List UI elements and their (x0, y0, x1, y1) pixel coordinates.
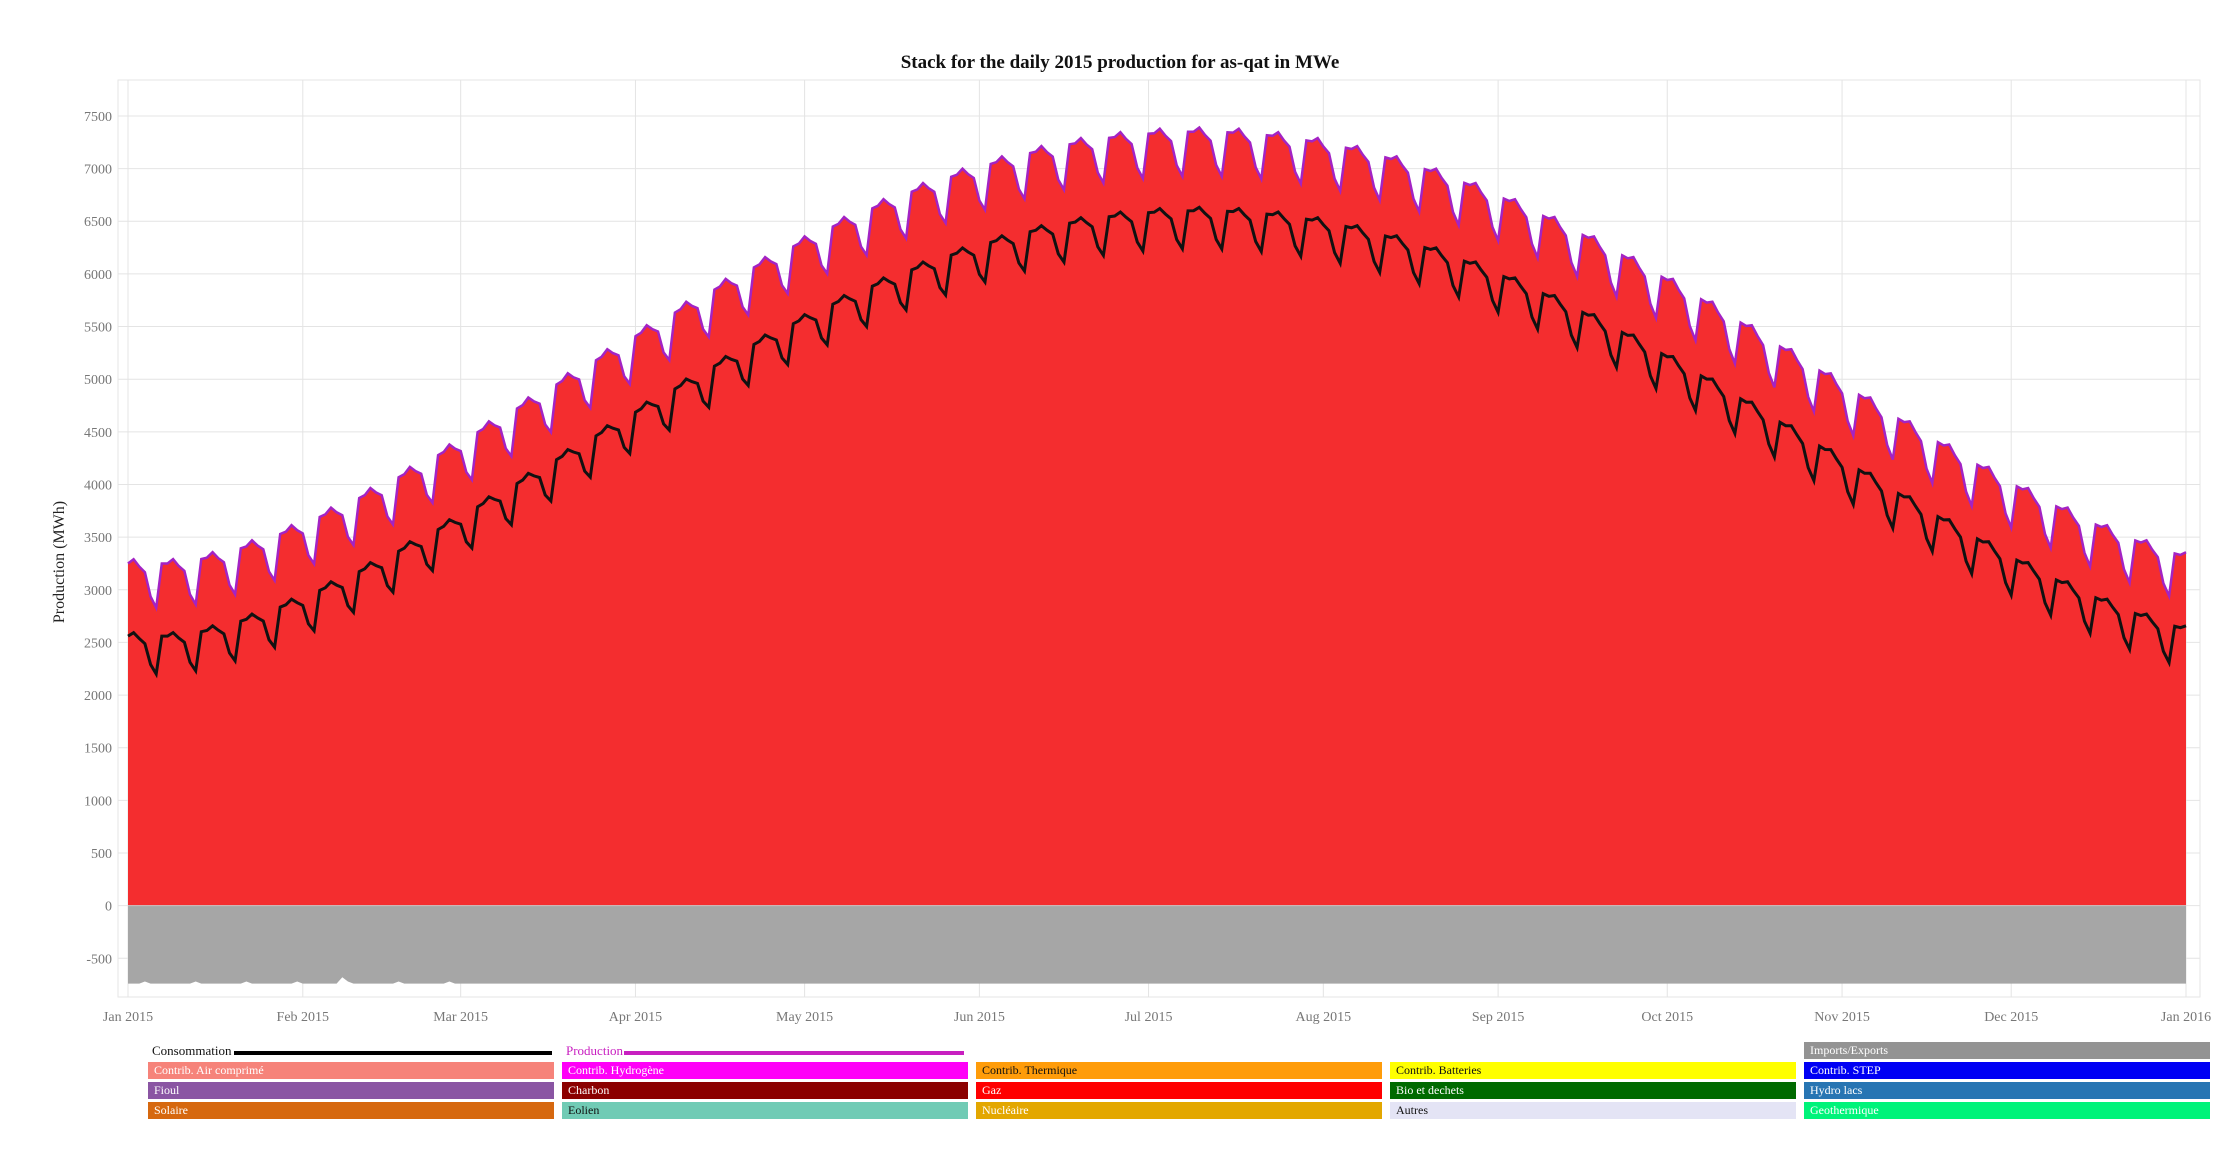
x-tick-label: Jan 2016 (2161, 1010, 2211, 1025)
y-tick-label: 2500 (84, 636, 112, 651)
y-tick-label: 7500 (84, 110, 112, 125)
y-tick-label: 7000 (84, 163, 112, 178)
area-gaz (128, 127, 2186, 906)
y-tick-label: 1500 (84, 742, 112, 757)
x-tick-label: Apr 2015 (609, 1010, 662, 1025)
y-tick-label: 5500 (84, 321, 112, 336)
y-axis-label: Production (MWh) (51, 501, 68, 623)
x-tick-label: Sep 2015 (1472, 1010, 1525, 1025)
x-tick-label: Dec 2015 (1984, 1010, 2038, 1025)
line-consommation (127, 205, 2187, 679)
y-tick-label: 3500 (84, 531, 112, 546)
plot-frame (117, 79, 2201, 998)
line-production (127, 125, 2187, 612)
x-tick-label: Nov 2015 (1814, 1010, 1870, 1025)
x-tick-label: Feb 2015 (277, 1010, 330, 1025)
y-tick-label: 5000 (84, 373, 112, 388)
axes: -500 0 500 1000 1500 2000 2500 3000 3500 4000 4500… (84, 110, 2211, 1025)
plot-lines (127, 125, 2187, 679)
x-tick-label: Mar 2015 (433, 1010, 488, 1025)
y-tick-label: 6000 (84, 268, 112, 283)
x-tick-label: Jan 2015 (103, 1010, 153, 1025)
y-tick-label: 0 (105, 900, 112, 915)
y-tick-label: 1000 (84, 794, 112, 809)
area-imports-exports (128, 905, 2186, 984)
chart-title: Stack for the daily 2015 production for … (901, 52, 1340, 73)
y-tick-label: 6500 (84, 215, 112, 230)
y-tick-label: -500 (86, 952, 112, 967)
x-tick-label: Jun 2015 (954, 1010, 1005, 1025)
x-tick-label: May 2015 (776, 1010, 833, 1025)
y-tick-label: 2000 (84, 689, 112, 704)
plot-areas (128, 127, 2186, 984)
y-tick-label: 500 (91, 847, 112, 862)
x-tick-label: Oct 2015 (1641, 1010, 1693, 1025)
y-tick-label: 3000 (84, 584, 112, 599)
y-tick-label: 4500 (84, 426, 112, 441)
x-tick-label: Jul 2015 (1125, 1010, 1173, 1025)
y-tick-label: 4000 (84, 478, 112, 493)
x-tick-label: Aug 2015 (1296, 1010, 1352, 1025)
